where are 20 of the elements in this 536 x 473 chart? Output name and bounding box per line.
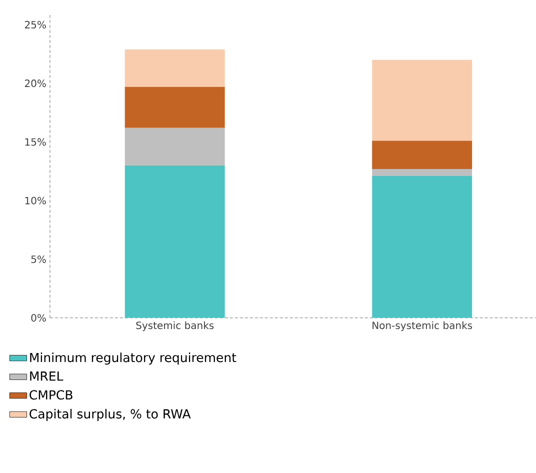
y-tick-label: 5% (31, 256, 46, 264)
legend-label: Capital surplus, % to RWA (30, 409, 191, 422)
x-tick-label: Non-systemic banks (372, 321, 472, 332)
y-tick-label: 15% (25, 138, 46, 146)
bar (124, 86, 225, 128)
bar (372, 169, 472, 176)
bar (372, 176, 472, 318)
legend-label: Minimum regulatory requirement (30, 352, 236, 365)
y-tick-label: 10% (25, 196, 46, 204)
y-tick-label: 20% (24, 80, 46, 88)
bar (124, 166, 225, 318)
bar (372, 60, 472, 141)
legend-label: CMPCB (30, 390, 72, 400)
y-tick-label: 25% (24, 21, 46, 29)
bar (124, 128, 225, 166)
y-tick-label: 0% (31, 314, 46, 322)
bar (372, 140, 472, 170)
x-tick-label: Systemic banks (136, 321, 214, 332)
bar (124, 49, 225, 87)
legend-label: MREL (30, 372, 64, 381)
